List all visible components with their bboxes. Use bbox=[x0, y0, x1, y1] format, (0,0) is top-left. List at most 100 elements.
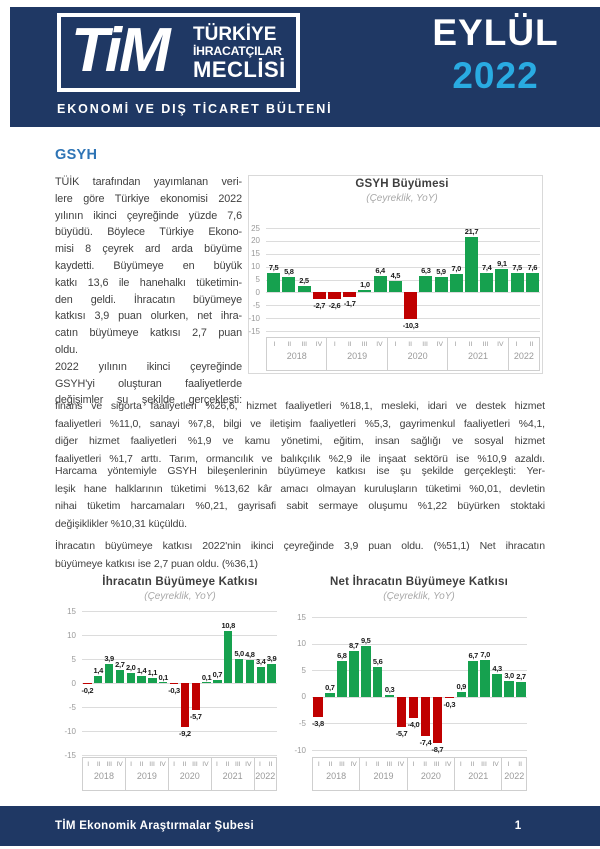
chart-2-quarter-label: III bbox=[235, 761, 241, 768]
chart-3-year-label: 2022 bbox=[504, 771, 525, 781]
chart-2-bar bbox=[159, 682, 168, 683]
footer-bar: TİM Ekonomik Araştırmalar Şubesi 1 bbox=[0, 806, 600, 846]
chart-2-subtitle: (Çeyreklik, YoY) bbox=[144, 591, 216, 602]
chart-1-subtitle: (Çeyreklik, YoY) bbox=[366, 193, 438, 204]
chart-1-quarter-label: II bbox=[347, 341, 352, 348]
chart-2-bar bbox=[104, 664, 114, 683]
tim-logo: TiM TÜRKİYE İHRACATÇILAR MECLİSİ bbox=[57, 13, 300, 92]
chart-2-y-tick-label: -10 bbox=[64, 726, 76, 736]
chart-1-quarter-label: IV bbox=[436, 341, 444, 348]
chart-1-quarter-label: I bbox=[454, 341, 457, 348]
footer-page-number: 1 bbox=[514, 820, 522, 832]
chart-1-gridline bbox=[266, 292, 540, 294]
body-text-line: katkı 13,6 ile hanehalkı tüketimin- bbox=[55, 276, 242, 289]
chart-1-bar-value-label: 6,4 bbox=[375, 265, 385, 275]
chart-2-bar-value-label: -9,2 bbox=[179, 729, 191, 739]
chart-3-bar-value-label: 3,0 bbox=[504, 670, 514, 680]
chart-3-year-label: 2019 bbox=[373, 771, 394, 781]
chart-2-quarter-label: II bbox=[139, 761, 144, 768]
chart-3-gridline bbox=[312, 723, 527, 725]
chart-3-bar-value-label: 0,9 bbox=[456, 682, 467, 691]
chart-1-bar bbox=[480, 273, 494, 293]
chart-1-frame bbox=[248, 175, 543, 374]
chart-2-year-group: I II III IV 2019 bbox=[126, 758, 169, 790]
chart-3-quarter-label: II bbox=[328, 761, 333, 768]
chart-3-bar-value-label: -0,3 bbox=[443, 700, 456, 710]
chart-2-quarter-label: IV bbox=[116, 761, 123, 768]
chart-2-bar bbox=[213, 679, 222, 683]
chart-3-y-tick-label: 0 bbox=[301, 692, 306, 702]
chart-2-year-group: I II 2022 bbox=[255, 758, 276, 790]
chart-3-year-group: I II III IV 2018 bbox=[313, 758, 361, 790]
chart-1-bar-value-label: 5,9 bbox=[436, 267, 446, 277]
chart-1-year-label: 2020 bbox=[407, 351, 428, 361]
chart-2-year-label: 2018 bbox=[93, 771, 114, 781]
chart-1-gridline bbox=[266, 253, 540, 255]
chart-2-quarter-label: I bbox=[215, 761, 218, 768]
chart-3-quarter-label: IV bbox=[492, 761, 499, 768]
chart-2-gridline bbox=[82, 755, 277, 756]
chart-1-bar bbox=[267, 273, 281, 293]
chart-1-quarter-label: III bbox=[422, 341, 428, 348]
chart-1-title: GSYH Büyümesi bbox=[355, 178, 449, 190]
chart-3-bar bbox=[492, 673, 502, 697]
chart-1-y-tick-label: -10 bbox=[248, 313, 260, 323]
chart-3-quarter-label: I bbox=[412, 761, 415, 768]
chart-1-bar bbox=[388, 280, 402, 293]
chart-1-bar-value-label: -10,3 bbox=[402, 320, 419, 330]
body-text-line: lere göre Türkiye ekonomisi 2022 bbox=[55, 192, 242, 205]
chart-3-quarter-label: II bbox=[375, 761, 380, 768]
chart-2-year-group: I II III IV 2020 bbox=[169, 758, 212, 790]
chart-3-bar-value-label: 7,0 bbox=[480, 649, 490, 659]
chart-1-quarter-row: I II III IV bbox=[327, 338, 386, 348]
chart-1-bar-value-label: -2,6 bbox=[328, 301, 341, 311]
chart-3-bar-value-label: 5,6 bbox=[372, 657, 383, 666]
chart-3-bar-value-label: 6,7 bbox=[468, 651, 479, 661]
chart-3-bar bbox=[349, 650, 359, 697]
chart-3-quarter-label: I bbox=[365, 761, 368, 768]
chart-1-y-tick-label: 0 bbox=[255, 287, 260, 297]
issue-month: EYLÜL bbox=[432, 12, 559, 53]
body-text-line: misi 8 çeyrek ard arda büyüme bbox=[55, 243, 242, 256]
body-text-line: kaydetti. Büyümeye en büyük bbox=[55, 259, 242, 272]
body-text-line: TÜİK tarafından yayımlanan veri- bbox=[55, 176, 242, 188]
exports-contribution-paragraph: İhracatın büyümeye katkısı 2022'nin ikin… bbox=[55, 538, 545, 573]
chart-2-title: İhracatın Büyümeye Katkısı bbox=[102, 576, 258, 588]
chart-2-gridline bbox=[82, 731, 277, 732]
chart-3-bar-value-label: 2,7 bbox=[516, 672, 526, 682]
chart-1-quarter-label: II bbox=[468, 341, 473, 348]
chart-3-bar bbox=[516, 682, 526, 697]
chart-3-bar bbox=[432, 696, 443, 744]
expenditure-paragraph: Harcama yöntemiyle GSYH bileşenlerinin b… bbox=[55, 463, 545, 533]
chart-2-quarter-row: I II III IV bbox=[83, 758, 125, 768]
chart-2-y-tick-label: 10 bbox=[67, 630, 76, 640]
body-text-line: değişimler şu şekilde gerçekleşti: bbox=[55, 394, 242, 407]
chart-2-bar bbox=[137, 676, 146, 683]
chart-1-year-group: I II III IV 2019 bbox=[327, 338, 388, 370]
chart-3-gridline bbox=[312, 750, 527, 751]
chart-3-quarter-label: III bbox=[481, 761, 487, 768]
chart-3-year-label: 2021 bbox=[468, 771, 489, 781]
chart-1-bar bbox=[495, 268, 509, 293]
body-text-line: GSYH'yi oluşturan faaliyetlerde bbox=[55, 377, 242, 390]
logo-line-turkiye: TÜRKİYE bbox=[193, 24, 277, 45]
chart-1-quarter-label: IV bbox=[315, 341, 323, 348]
chart-3-gridline bbox=[312, 643, 527, 645]
body-text-line: faaliyetleri %11,0, sanayi %7,8, bilgi v… bbox=[55, 417, 545, 430]
chart-3-gridline bbox=[312, 670, 527, 672]
chart-3-year-label: 2020 bbox=[420, 771, 441, 781]
tim-logo-text: TiM bbox=[71, 16, 171, 85]
chart-3-quarter-row: I II III IV bbox=[360, 758, 406, 768]
intro-column-text: TÜİK tarafından yayımlanan veri-lere gör… bbox=[55, 174, 242, 409]
chart-2-quarter-label: II bbox=[182, 761, 187, 768]
body-text-line: büyümeye katkısı ise 2,7 puan oldu. (%36… bbox=[55, 557, 258, 570]
chart-1-gridline bbox=[266, 240, 540, 242]
chart-3-subtitle: (Çeyreklik, YoY) bbox=[383, 591, 455, 602]
chart-2-bar bbox=[191, 683, 200, 711]
chart-3-y-tick-label: 5 bbox=[301, 665, 306, 675]
chart-3-title: Net İhracatın Büyümeye Katkısı bbox=[330, 576, 508, 588]
chart-2-quarter-label: II bbox=[268, 761, 273, 768]
chart-2-bar bbox=[234, 659, 244, 683]
chart-1-y-tick-label: 20 bbox=[251, 236, 260, 246]
body-text-line: diğer hizmet faaliyetleri %1,9 ve kamu y… bbox=[55, 435, 545, 447]
